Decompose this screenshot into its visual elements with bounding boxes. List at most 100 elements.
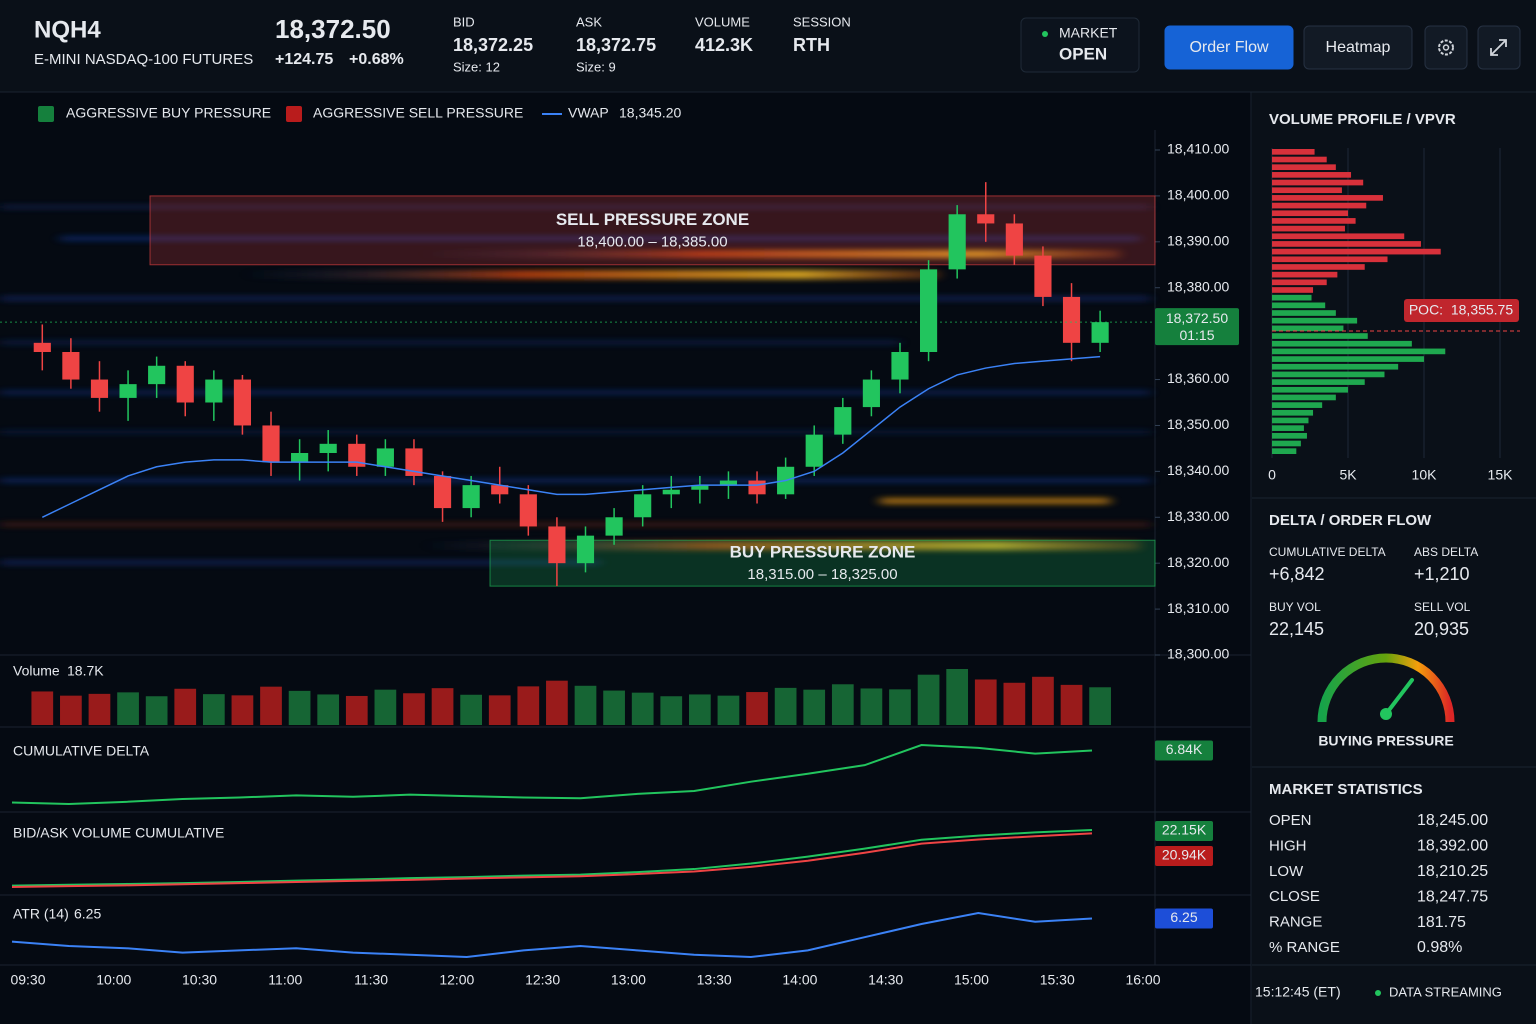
quote-size: Size: 9 — [576, 59, 616, 74]
profile-bar — [1272, 417, 1309, 424]
panel-title: ATR (14) — [13, 906, 69, 922]
quote-size: Size: 12 — [453, 59, 500, 74]
x-tick-label: 12:30 — [525, 972, 560, 988]
profile-bar — [1272, 432, 1307, 439]
profile-bar — [1272, 248, 1441, 255]
candle-body — [834, 407, 852, 435]
volume-bar — [746, 692, 768, 725]
y-tick-label: 18,310.00 — [1167, 600, 1229, 616]
stat-value: 22,145 — [1269, 619, 1324, 639]
volume-bar — [717, 695, 740, 725]
candle-body — [348, 443, 366, 467]
y-tick-label: 18,340.00 — [1167, 462, 1229, 478]
button-label: Order Flow — [1189, 39, 1269, 56]
profile-bar — [1272, 356, 1424, 362]
profile-bar — [1272, 195, 1383, 201]
symbol: NQH4 — [34, 16, 101, 43]
volume-bar — [460, 694, 483, 725]
value-badge — [1155, 908, 1213, 929]
gauge-arc — [1317, 653, 1455, 723]
candle-body — [805, 434, 823, 467]
panel-title: MARKET STATISTICS — [1269, 781, 1423, 798]
stat-value: 18,247.75 — [1417, 888, 1488, 905]
profile-bar — [1272, 241, 1421, 247]
button[interactable] — [1303, 25, 1413, 70]
panel-value: 6.25 — [74, 906, 101, 922]
stat-label: HIGH — [1269, 837, 1307, 854]
candle-body — [376, 448, 394, 467]
profile-bar — [1272, 310, 1336, 316]
volume-bar — [889, 689, 911, 725]
quote-value: RTH — [793, 35, 830, 55]
volume-bar — [1032, 676, 1054, 725]
volume-bar — [31, 691, 54, 725]
stat-label: SELL VOL — [1414, 600, 1471, 614]
stat-value: 0.98% — [1417, 939, 1462, 956]
stat-value: +6,842 — [1269, 564, 1325, 584]
quote-label: SESSION — [793, 14, 851, 29]
quote-value: 18,372.25 — [453, 35, 533, 55]
candle-body — [920, 269, 938, 352]
badge-label: 6.84K — [1166, 741, 1203, 757]
x-tick-label: 13:30 — [697, 972, 732, 988]
candle-body — [948, 214, 966, 270]
y-tick-label: 18,410.00 — [1167, 141, 1229, 157]
profile-bar — [1272, 409, 1314, 416]
candle-body — [519, 494, 537, 527]
volume-bar — [974, 679, 997, 725]
profile-bar — [1272, 363, 1399, 370]
panel-title: VOLUME PROFILE / VPVR — [1269, 111, 1456, 128]
value-badge — [1155, 821, 1213, 841]
x-tick-label: 13:00 — [611, 972, 646, 988]
status-dot — [1042, 31, 1048, 37]
legend-label: AGGRESSIVE SELL PRESSURE — [313, 105, 523, 121]
stat-value: 181.75 — [1417, 914, 1466, 931]
last-price-label: 18,372.50 — [1166, 310, 1228, 326]
indicator-line — [11, 829, 1093, 887]
badge-label: 6.25 — [1170, 909, 1197, 925]
x-tick-label: 10:00 — [96, 972, 131, 988]
profile-bar — [1272, 440, 1301, 447]
candle-body — [719, 480, 738, 486]
volume-bar — [946, 669, 969, 725]
volume-bar — [403, 693, 425, 725]
candle-body — [119, 384, 137, 398]
volume-bar — [431, 688, 454, 725]
profile-bar — [1272, 325, 1344, 332]
volume-bar — [317, 694, 340, 725]
price-change-pct: +0.68% — [349, 51, 404, 68]
volume-bar — [1060, 684, 1083, 725]
candle-body — [662, 489, 680, 495]
volume-bar — [860, 688, 883, 725]
legend-swatch — [286, 106, 302, 122]
quote-value: 412.3K — [695, 35, 753, 55]
button[interactable] — [1164, 25, 1294, 70]
volume-bar — [88, 693, 111, 725]
profile-bar — [1272, 287, 1314, 293]
settings-button[interactable] — [1424, 25, 1468, 70]
profile-bar — [1272, 448, 1297, 454]
zone-range: 18,400.00 – 18,385.00 — [577, 233, 727, 250]
y-tick-label: 18,380.00 — [1167, 278, 1229, 294]
last-price: 18,372.50 — [275, 14, 391, 44]
stat-label: % RANGE — [1269, 939, 1340, 956]
x-tick-label: 16:00 — [1125, 972, 1160, 988]
value-badge — [1155, 846, 1213, 866]
y-tick-label: 18,360.00 — [1167, 370, 1229, 386]
profile-bar — [1272, 164, 1336, 171]
profile-bar — [1272, 264, 1365, 270]
volume-bar — [260, 686, 282, 725]
x-tick-label: 12:00 — [439, 972, 474, 988]
legend-label: VWAP — [568, 105, 609, 121]
x-tick-label: 11:30 — [354, 972, 388, 988]
profile-bar — [1272, 149, 1315, 155]
market-label: MARKET — [1059, 25, 1118, 41]
stat-label: CLOSE — [1269, 888, 1320, 905]
profile-bar — [1272, 187, 1342, 194]
volume-bar — [374, 689, 397, 725]
stat-label: RANGE — [1269, 914, 1322, 931]
volume-bar — [117, 692, 139, 725]
profile-bar — [1272, 402, 1323, 408]
